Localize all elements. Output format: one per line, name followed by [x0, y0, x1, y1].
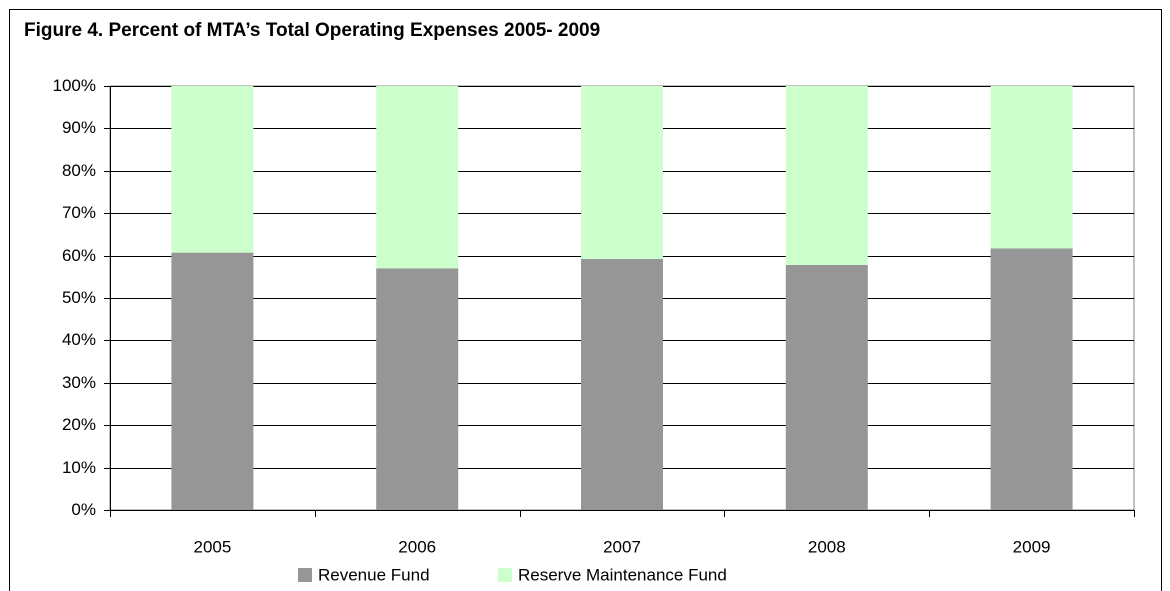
y-tick-label: 20%	[62, 415, 96, 434]
legend-swatch	[498, 568, 512, 582]
y-tick-label: 40%	[62, 330, 96, 349]
y-tick-label: 90%	[62, 118, 96, 137]
bar-segment	[376, 86, 459, 269]
bar-segment	[581, 86, 663, 259]
bar-segment	[990, 86, 1073, 249]
frame	[9, 9, 1162, 591]
legend-label: Reserve Maintenance Fund	[518, 565, 727, 584]
y-tick-label: 0%	[71, 500, 96, 519]
legend-swatch	[298, 568, 312, 582]
chart-title: Figure 4. Percent of MTA’s Total Operati…	[24, 20, 600, 41]
y-tick-label: 30%	[62, 373, 96, 392]
y-tick-label: 50%	[62, 288, 96, 307]
y-tick-label: 100%	[53, 76, 96, 95]
x-tick-label: 2008	[808, 537, 846, 556]
bar-segment	[171, 86, 254, 253]
legend-label: Revenue Fund	[318, 565, 430, 584]
x-tick-label: 2007	[603, 537, 641, 556]
x-tick-label: 2006	[398, 537, 436, 556]
y-tick-label: 70%	[62, 203, 96, 222]
bar-segment	[785, 264, 868, 510]
y-tick-label: 10%	[62, 458, 96, 477]
bar-segment	[171, 252, 254, 510]
bar-segment	[990, 248, 1073, 510]
bar-segment	[785, 86, 868, 265]
x-tick-label: 2009	[1013, 537, 1051, 556]
x-tick-label: 2005	[193, 537, 231, 556]
bar-segment	[581, 258, 663, 510]
bar-segment	[376, 268, 459, 510]
y-tick-label: 80%	[62, 161, 96, 180]
y-tick-label: 60%	[62, 246, 96, 265]
